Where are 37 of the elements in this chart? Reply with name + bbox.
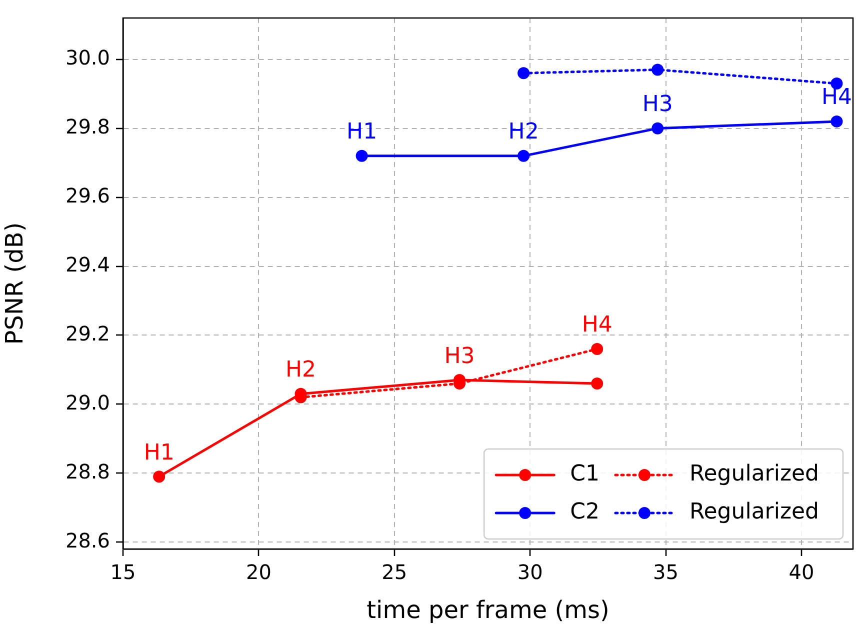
x-tick-label: 30: [517, 560, 543, 584]
legend-label: Regularized: [689, 462, 820, 487]
point: [518, 150, 530, 162]
y-tick-label: 28.6: [65, 528, 110, 552]
point: [591, 377, 604, 390]
annotation: H4: [821, 85, 852, 110]
y-tick-label: 29.6: [65, 184, 110, 208]
y-tick-label: 28.8: [65, 459, 110, 484]
annotation: H1: [346, 120, 378, 145]
y-tick-label: 29.4: [65, 252, 110, 276]
annotation: H4: [582, 312, 612, 338]
y-axis-title: PSNR (dB): [0, 222, 29, 345]
point: [356, 150, 368, 162]
x-tick-label: 35: [653, 560, 678, 584]
y-tick-label: 29.0: [65, 390, 110, 414]
point: [652, 122, 664, 134]
annotation: H3: [642, 92, 673, 118]
annotation: H2: [508, 120, 539, 145]
annotation: H2: [285, 358, 316, 383]
y-tick-label: 29.2: [65, 321, 110, 346]
point: [652, 64, 664, 76]
legend-label: C1: [570, 462, 600, 487]
x-tick-label: 15: [110, 560, 136, 584]
point: [591, 343, 604, 356]
annotation: H1: [144, 440, 174, 466]
point: [153, 470, 166, 483]
y-tick-label: 29.8: [65, 114, 110, 139]
x-axis-title: time per frame (ms): [366, 596, 610, 624]
annotation: H3: [444, 344, 475, 369]
point: [518, 67, 530, 80]
point: [830, 115, 843, 128]
y-tick-label: 30.0: [65, 46, 110, 70]
legend-label: C2: [570, 500, 600, 525]
x-tick-label: 25: [382, 560, 408, 584]
x-tick-label: 20: [246, 560, 272, 584]
legend-label: Regularized: [689, 500, 820, 525]
x-tick-label: 40: [788, 560, 814, 584]
